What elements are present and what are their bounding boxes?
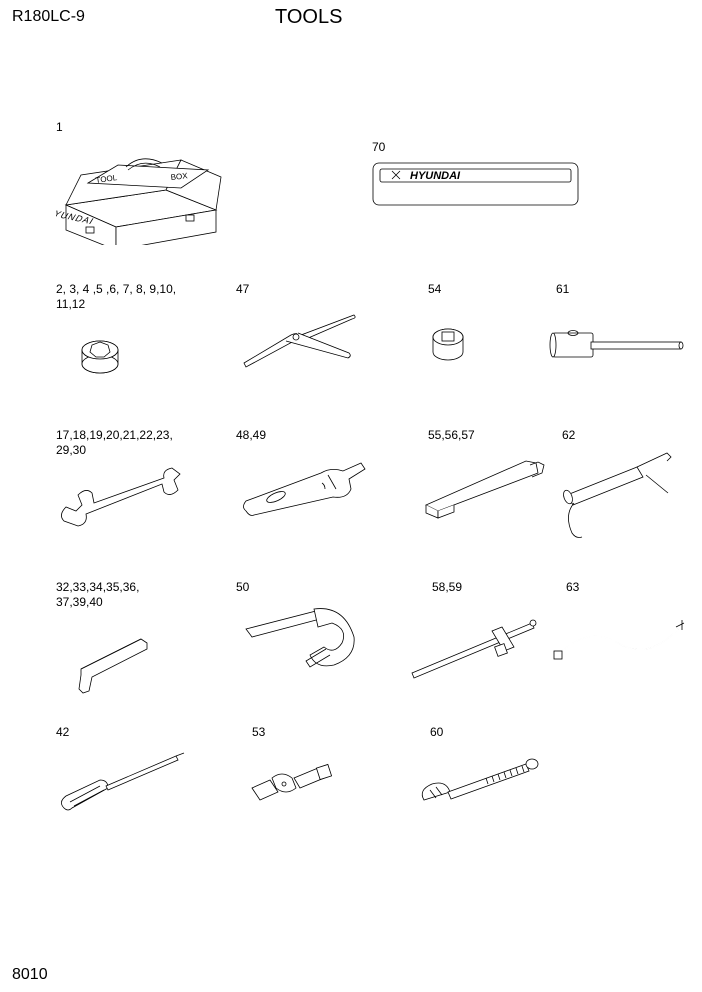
toolbox-text-right: BOX xyxy=(170,171,188,182)
socket-icon xyxy=(78,322,138,392)
item-ratchet: 60 xyxy=(416,725,566,820)
label-61: 61 xyxy=(556,282,688,297)
hose-icon xyxy=(552,615,692,685)
item-hexkey: 32,33,34,35,36, 37,39,40 xyxy=(56,580,176,700)
label-47: 47 xyxy=(236,282,366,297)
label-spanners: 17,18,19,20,21,22,23, 29,30 xyxy=(56,428,196,458)
ratchet-icon xyxy=(416,750,566,820)
item-extbar: 55,56,57 xyxy=(418,428,558,525)
item-socket-54: 54 xyxy=(428,282,478,387)
label-42: 42 xyxy=(56,725,196,740)
tbar-icon xyxy=(406,603,556,693)
greasegun-icon xyxy=(552,445,692,545)
label-555657: 55,56,57 xyxy=(428,428,558,443)
item-hose: 63 xyxy=(552,580,692,685)
toolbox-icon: TOOL BOX HYUNDAI xyxy=(56,135,226,245)
pipewrench-icon xyxy=(236,599,376,689)
item-spanner: 17,18,19,20,21,22,23, 29,30 xyxy=(56,428,196,536)
extbar-icon xyxy=(418,455,558,525)
pliers-icon xyxy=(236,303,366,383)
screwdriver-icon xyxy=(56,746,196,826)
model-code: R180LC-9 xyxy=(12,8,85,26)
hexkey-icon xyxy=(66,620,176,700)
univjoint-icon xyxy=(246,752,346,812)
label-54: 54 xyxy=(428,282,478,297)
item-pliers: 47 xyxy=(236,282,366,383)
label-63: 63 xyxy=(566,580,692,595)
item-univjoint: 53 xyxy=(246,725,346,812)
item-screwdriver: 42 xyxy=(56,725,196,826)
label-5859: 58,59 xyxy=(432,580,556,595)
label-sockets: 2, 3, 4 ,5 ,6, 7, 8, 9,10, 11,12 xyxy=(56,282,176,312)
page-title: TOOLS xyxy=(275,6,342,29)
nameplate-icon: HYUNDAI xyxy=(372,155,582,210)
page-number: 8010 xyxy=(12,966,48,984)
label-62: 62 xyxy=(562,428,692,443)
item-nameplate: 70 HYUNDAI xyxy=(372,140,582,210)
item-sockets: 2, 3, 4 ,5 ,6, 7, 8, 9,10, 11,12 xyxy=(56,282,176,392)
item-toolbox: 1 TOOL BOX HYUNDAI xyxy=(56,120,226,245)
item-pipewrench: 50 xyxy=(236,580,376,689)
hammer-icon xyxy=(548,303,688,373)
label-4849: 48,49 xyxy=(236,428,376,443)
item-adjwrench: 48,49 xyxy=(236,428,376,528)
item-tbar: 58,59 xyxy=(406,580,556,693)
nameplate-brand: HYUNDAI xyxy=(410,170,461,182)
adjwrench-icon xyxy=(236,453,376,528)
label-53: 53 xyxy=(252,725,346,740)
label-1: 1 xyxy=(56,120,226,135)
label-60: 60 xyxy=(430,725,566,740)
item-greasegun: 62 xyxy=(552,428,692,545)
socket54-icon xyxy=(428,317,478,387)
label-50: 50 xyxy=(236,580,376,595)
label-70: 70 xyxy=(372,140,582,155)
spanner-icon xyxy=(56,466,196,536)
label-hexkeys: 32,33,34,35,36, 37,39,40 xyxy=(56,580,176,610)
item-hammer: 61 xyxy=(548,282,688,373)
